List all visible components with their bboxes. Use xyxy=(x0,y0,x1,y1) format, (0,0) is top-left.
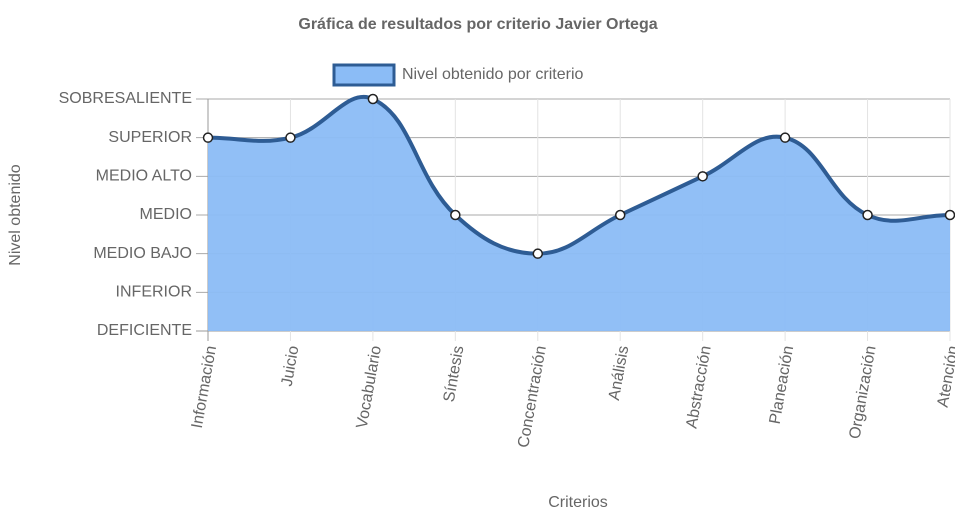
legend-swatch xyxy=(332,63,396,87)
point xyxy=(862,209,873,221)
y-tick-label: MEDIO xyxy=(140,206,192,223)
line xyxy=(207,94,951,256)
y-tick-label: SOBRESALIENTE xyxy=(59,90,192,107)
y-axis-title: Nivel obtenido xyxy=(7,164,24,266)
y-tick-label: SUPERIOR xyxy=(108,129,192,146)
point xyxy=(450,209,461,221)
x-tick-label: Vocabulario xyxy=(354,344,385,429)
point xyxy=(697,171,708,182)
legend-label: Nivel obtenido por criterio xyxy=(402,66,584,83)
y-tick-label: MEDIO ALTO xyxy=(96,168,192,185)
point xyxy=(532,248,544,259)
point xyxy=(779,132,791,143)
x-tick-label: Abstracción xyxy=(684,344,715,429)
chart-title: Gráfica de resultados por criterio Javie… xyxy=(298,16,657,33)
x-tick-label: Juicio xyxy=(279,344,303,387)
x-tick-label: Organización xyxy=(847,344,880,440)
x-tick-label: Información xyxy=(189,344,220,429)
x-tick-label: Atención xyxy=(935,344,955,408)
y-tick-label: DEFICIENTE xyxy=(97,322,192,339)
x-tick-label: Síntesis xyxy=(441,344,468,403)
area xyxy=(208,96,950,331)
point xyxy=(367,93,379,105)
y-tick-label: MEDIO BAJO xyxy=(93,245,192,262)
x-tick-label: Concentración xyxy=(515,344,550,449)
point xyxy=(202,132,214,143)
x-tick-label: Análisis xyxy=(606,344,632,401)
point xyxy=(944,209,955,221)
y-tick-label: INFERIOR xyxy=(116,284,192,301)
point xyxy=(285,132,296,143)
x-tick-label: Planeación xyxy=(767,344,798,425)
point xyxy=(614,209,626,221)
x-axis-title: Criterios xyxy=(548,494,608,511)
